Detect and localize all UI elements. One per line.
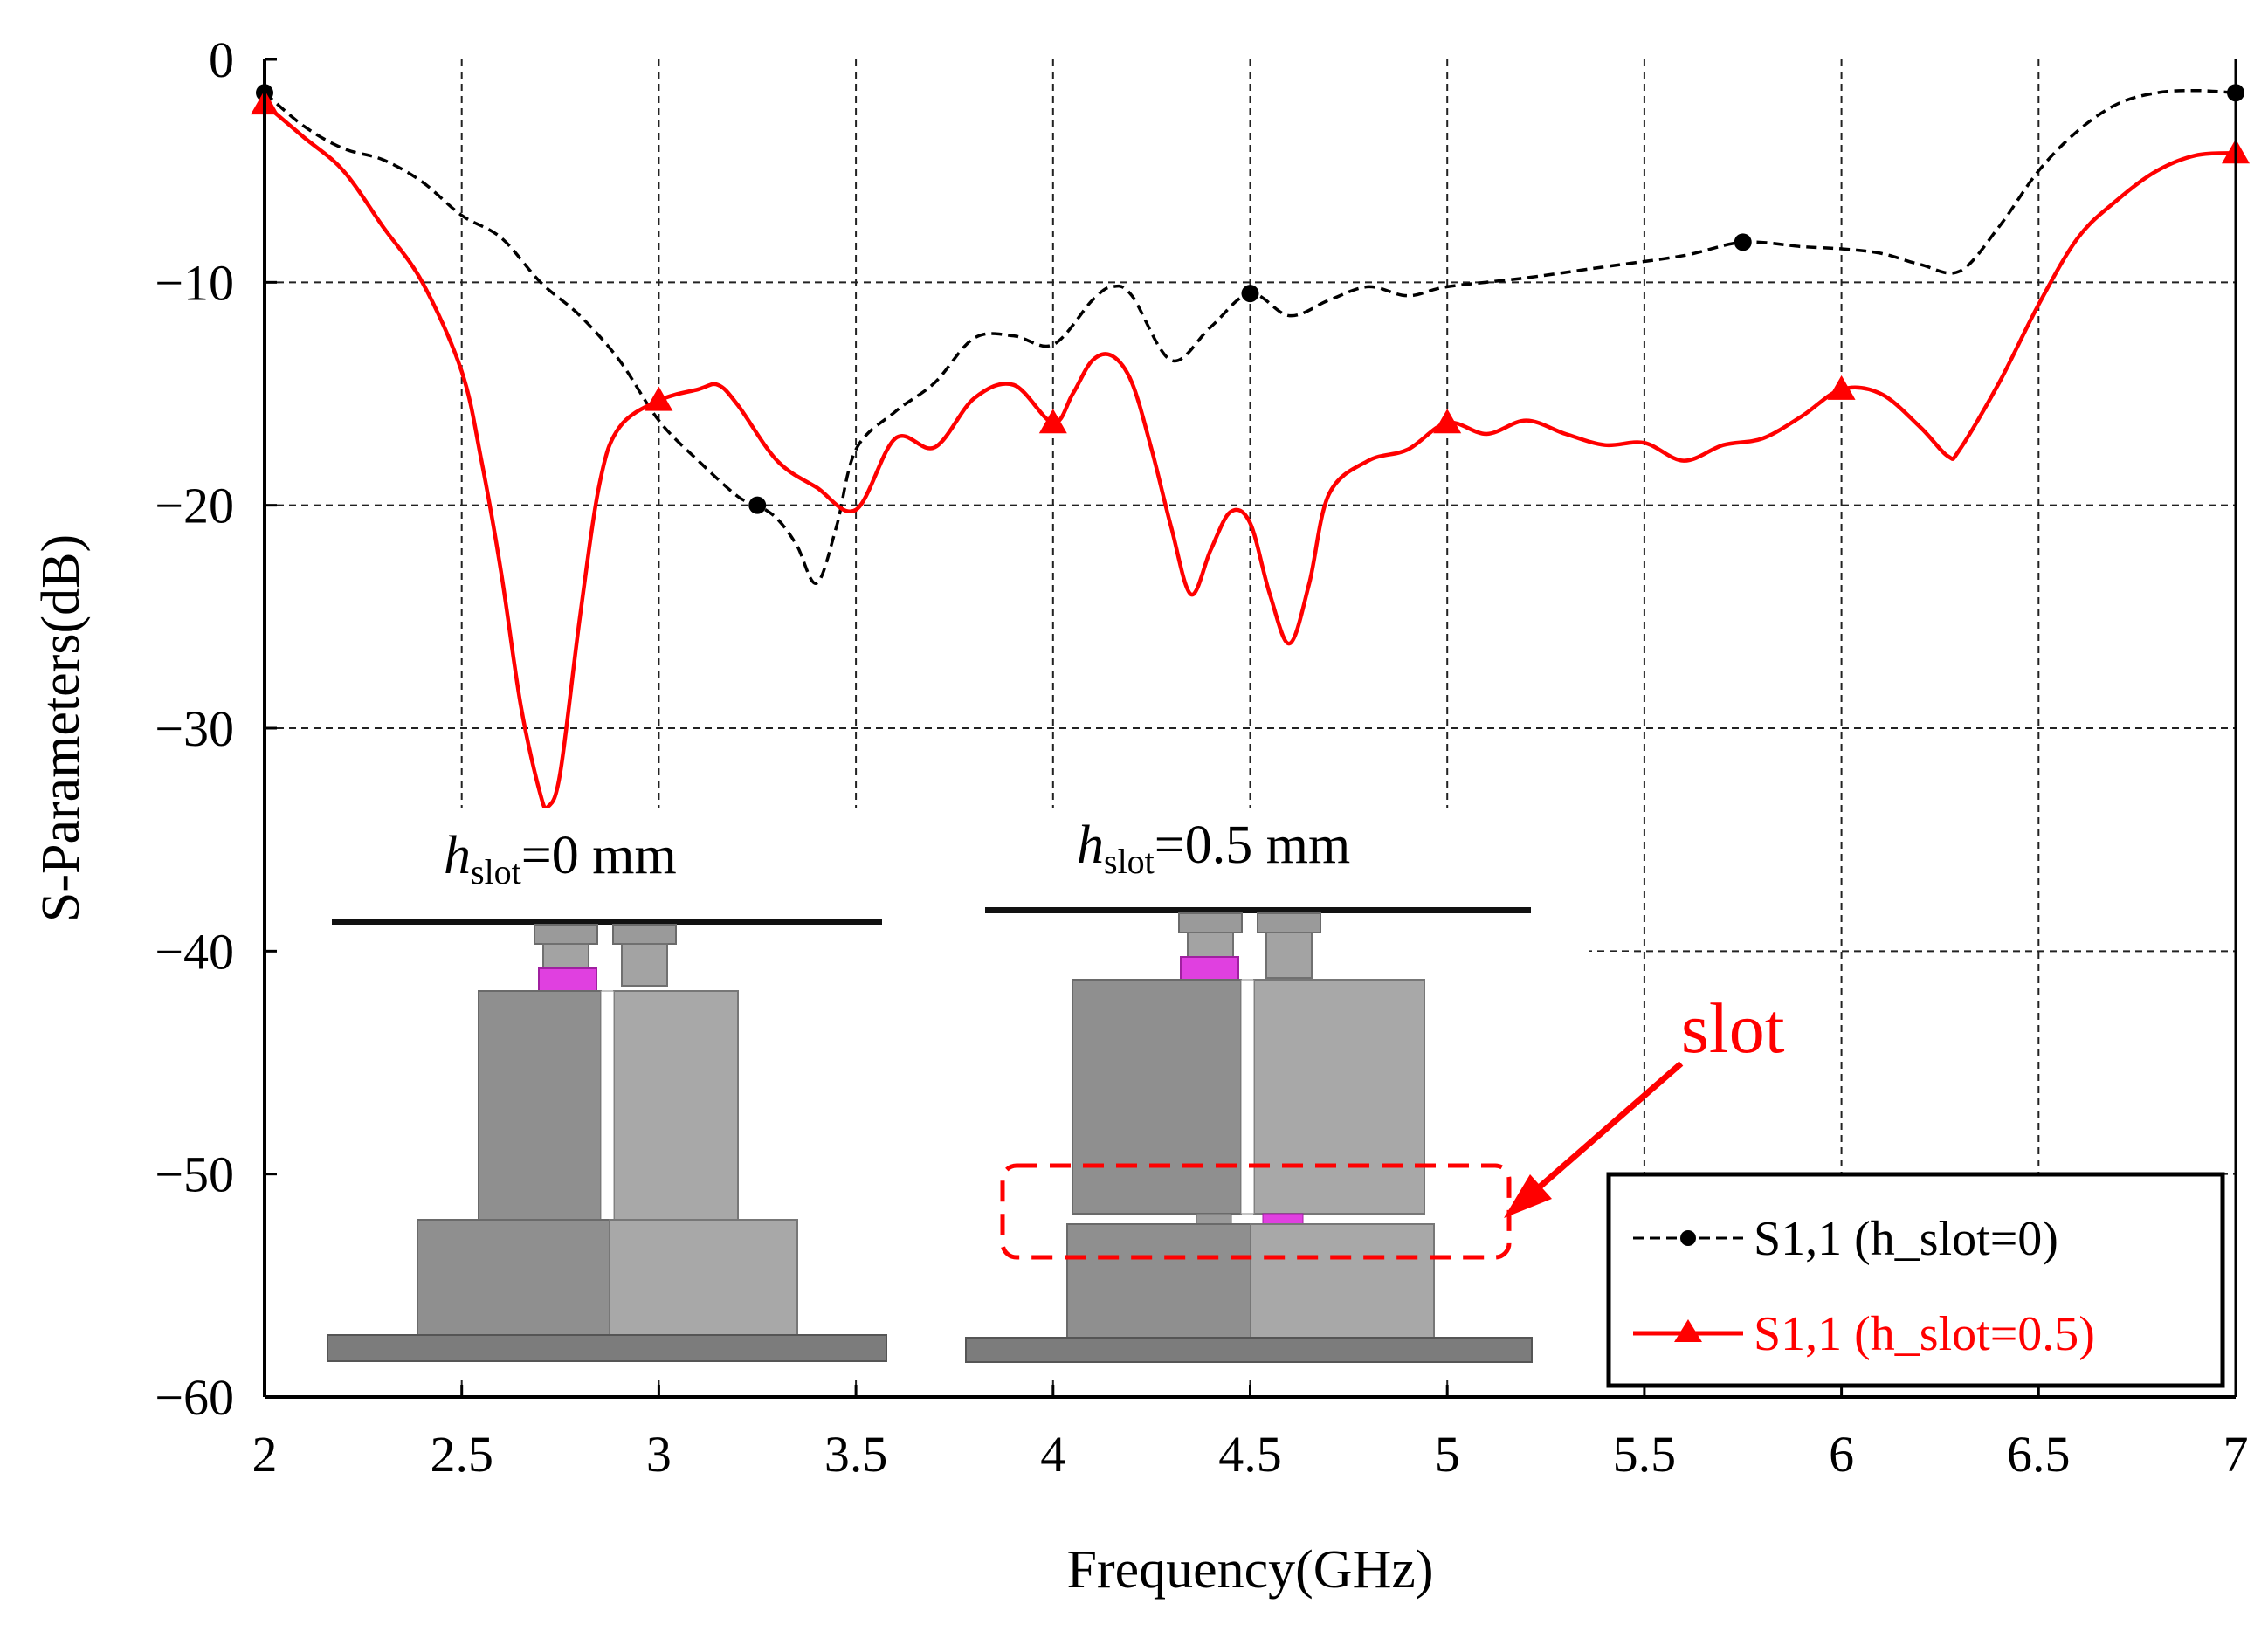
legend-marker-hslot-0 [1680,1230,1696,1246]
pin-cap-right-a [1178,912,1243,933]
top-plate-left [332,919,882,925]
x-tick-label-5: 4.5 [1218,1426,1282,1483]
inset-layer: hslot=0 mm hslot=0.5 mm slot [271,808,1785,1380]
pin-neck-right-a [1187,932,1234,958]
block-upper-left-b [613,990,739,1221]
block-upper-right-a [1072,979,1242,1215]
gap-right [1240,979,1255,1215]
y-axis-title: S-Parameters(dB) [31,534,91,922]
pin-cap-right-b [1257,912,1321,933]
inset-title-left-italic: h [444,826,471,885]
x-tick-label-0: 2 [252,1426,278,1483]
x-tick-label-6: 5 [1435,1426,1460,1483]
magenta-ring-right [1180,956,1239,981]
series-0-marker-1 [748,496,767,514]
series-1-marker-1 [645,386,673,411]
slot-arrow-line [1521,1061,1684,1203]
inset-title-right-italic: h [1077,816,1104,875]
block-lower-right-b [1250,1223,1435,1339]
slot-label: slot [1681,988,1785,1068]
y-tick-label-1: −10 [155,254,234,311]
pin-cap-left-b [612,924,677,945]
legend-box [1606,1172,2225,1388]
series-1-marker-3 [1433,409,1462,434]
series-1-marker-4 [1827,375,1856,400]
x-tick-label-4: 4 [1040,1426,1065,1483]
slot-pin-right-a [1196,1213,1232,1225]
slot-annotation: slot [1000,988,1785,1260]
base-plate-right [965,1337,1533,1363]
block-lower-right-a [1066,1223,1251,1339]
slot-arrow-head [1504,1174,1552,1218]
gap-left [600,990,615,1221]
y-tick-label-0: 0 [209,31,234,88]
base-plate-left [327,1334,887,1362]
x-tick-label-2: 3 [646,1426,672,1483]
series-1-marker-2 [1038,409,1067,434]
x-axis-title: Frequency(GHz) [1066,1540,1433,1600]
y-tick-label-6: −60 [155,1369,234,1426]
series-0-marker-2 [1241,285,1259,303]
top-plate-right [985,907,1531,913]
y-tick-label-3: −30 [155,700,234,757]
legend: S1,1 (h_slot=0) S1,1 (h_slot=0.5) [1606,1172,2225,1388]
inset-title-right-sub: slot [1104,842,1155,881]
structure-hslot-0-5: hslot=0.5 mm [965,816,1533,1363]
y-tick-label-5: −50 [155,1146,234,1203]
legend-label-hslot-0: S1,1 (h_slot=0) [1754,1212,2058,1266]
x-tick-label-7: 5.5 [1613,1426,1677,1483]
y-tick-label-4: −40 [155,923,234,980]
magenta-ring-left [538,967,597,992]
x-tick-label-1: 2.5 [430,1426,493,1483]
axes-layer: 2 2.5 3 3.5 4 4.5 5 5.5 6 6.5 7 0 −10 −20 −30 −40 −50 −60… [31,31,2249,1600]
block-lower-left-a [417,1219,610,1336]
x-tick-label-3: 3.5 [824,1426,888,1483]
inset-title-left: hslot=0 mm [444,826,677,891]
structure-hslot-0: hslot=0 mm [327,826,887,1362]
pin-neck-right-b [1265,932,1313,979]
pin-neck-left-b [621,943,668,987]
legend-marker-hslot-0-5 [1674,1319,1702,1342]
slot-pin-right-b [1262,1213,1304,1225]
pin-neck-left-a [542,943,589,969]
x-tick-label-8: 6 [1829,1426,1854,1483]
legend-label-hslot-0-5: S1,1 (h_slot=0.5) [1754,1307,2095,1361]
series-0-marker-3 [1734,233,1752,251]
block-upper-right-b [1253,979,1425,1215]
block-upper-left-a [478,990,602,1221]
inset-title-right-rest: =0.5 mm [1155,816,1350,875]
inset-title-left-sub: slot [471,852,521,891]
series-line-0 [263,88,2237,585]
pin-cap-left-a [534,924,598,945]
block-lower-left-b [609,1219,798,1336]
inset-title-left-rest: =0 mm [521,826,677,885]
x-tick-label-10: 7 [2223,1426,2249,1483]
inset-title-right: hslot=0.5 mm [1077,816,1350,881]
x-tick-label-9: 6.5 [2007,1426,2071,1483]
y-tick-label-2: −20 [155,478,234,534]
